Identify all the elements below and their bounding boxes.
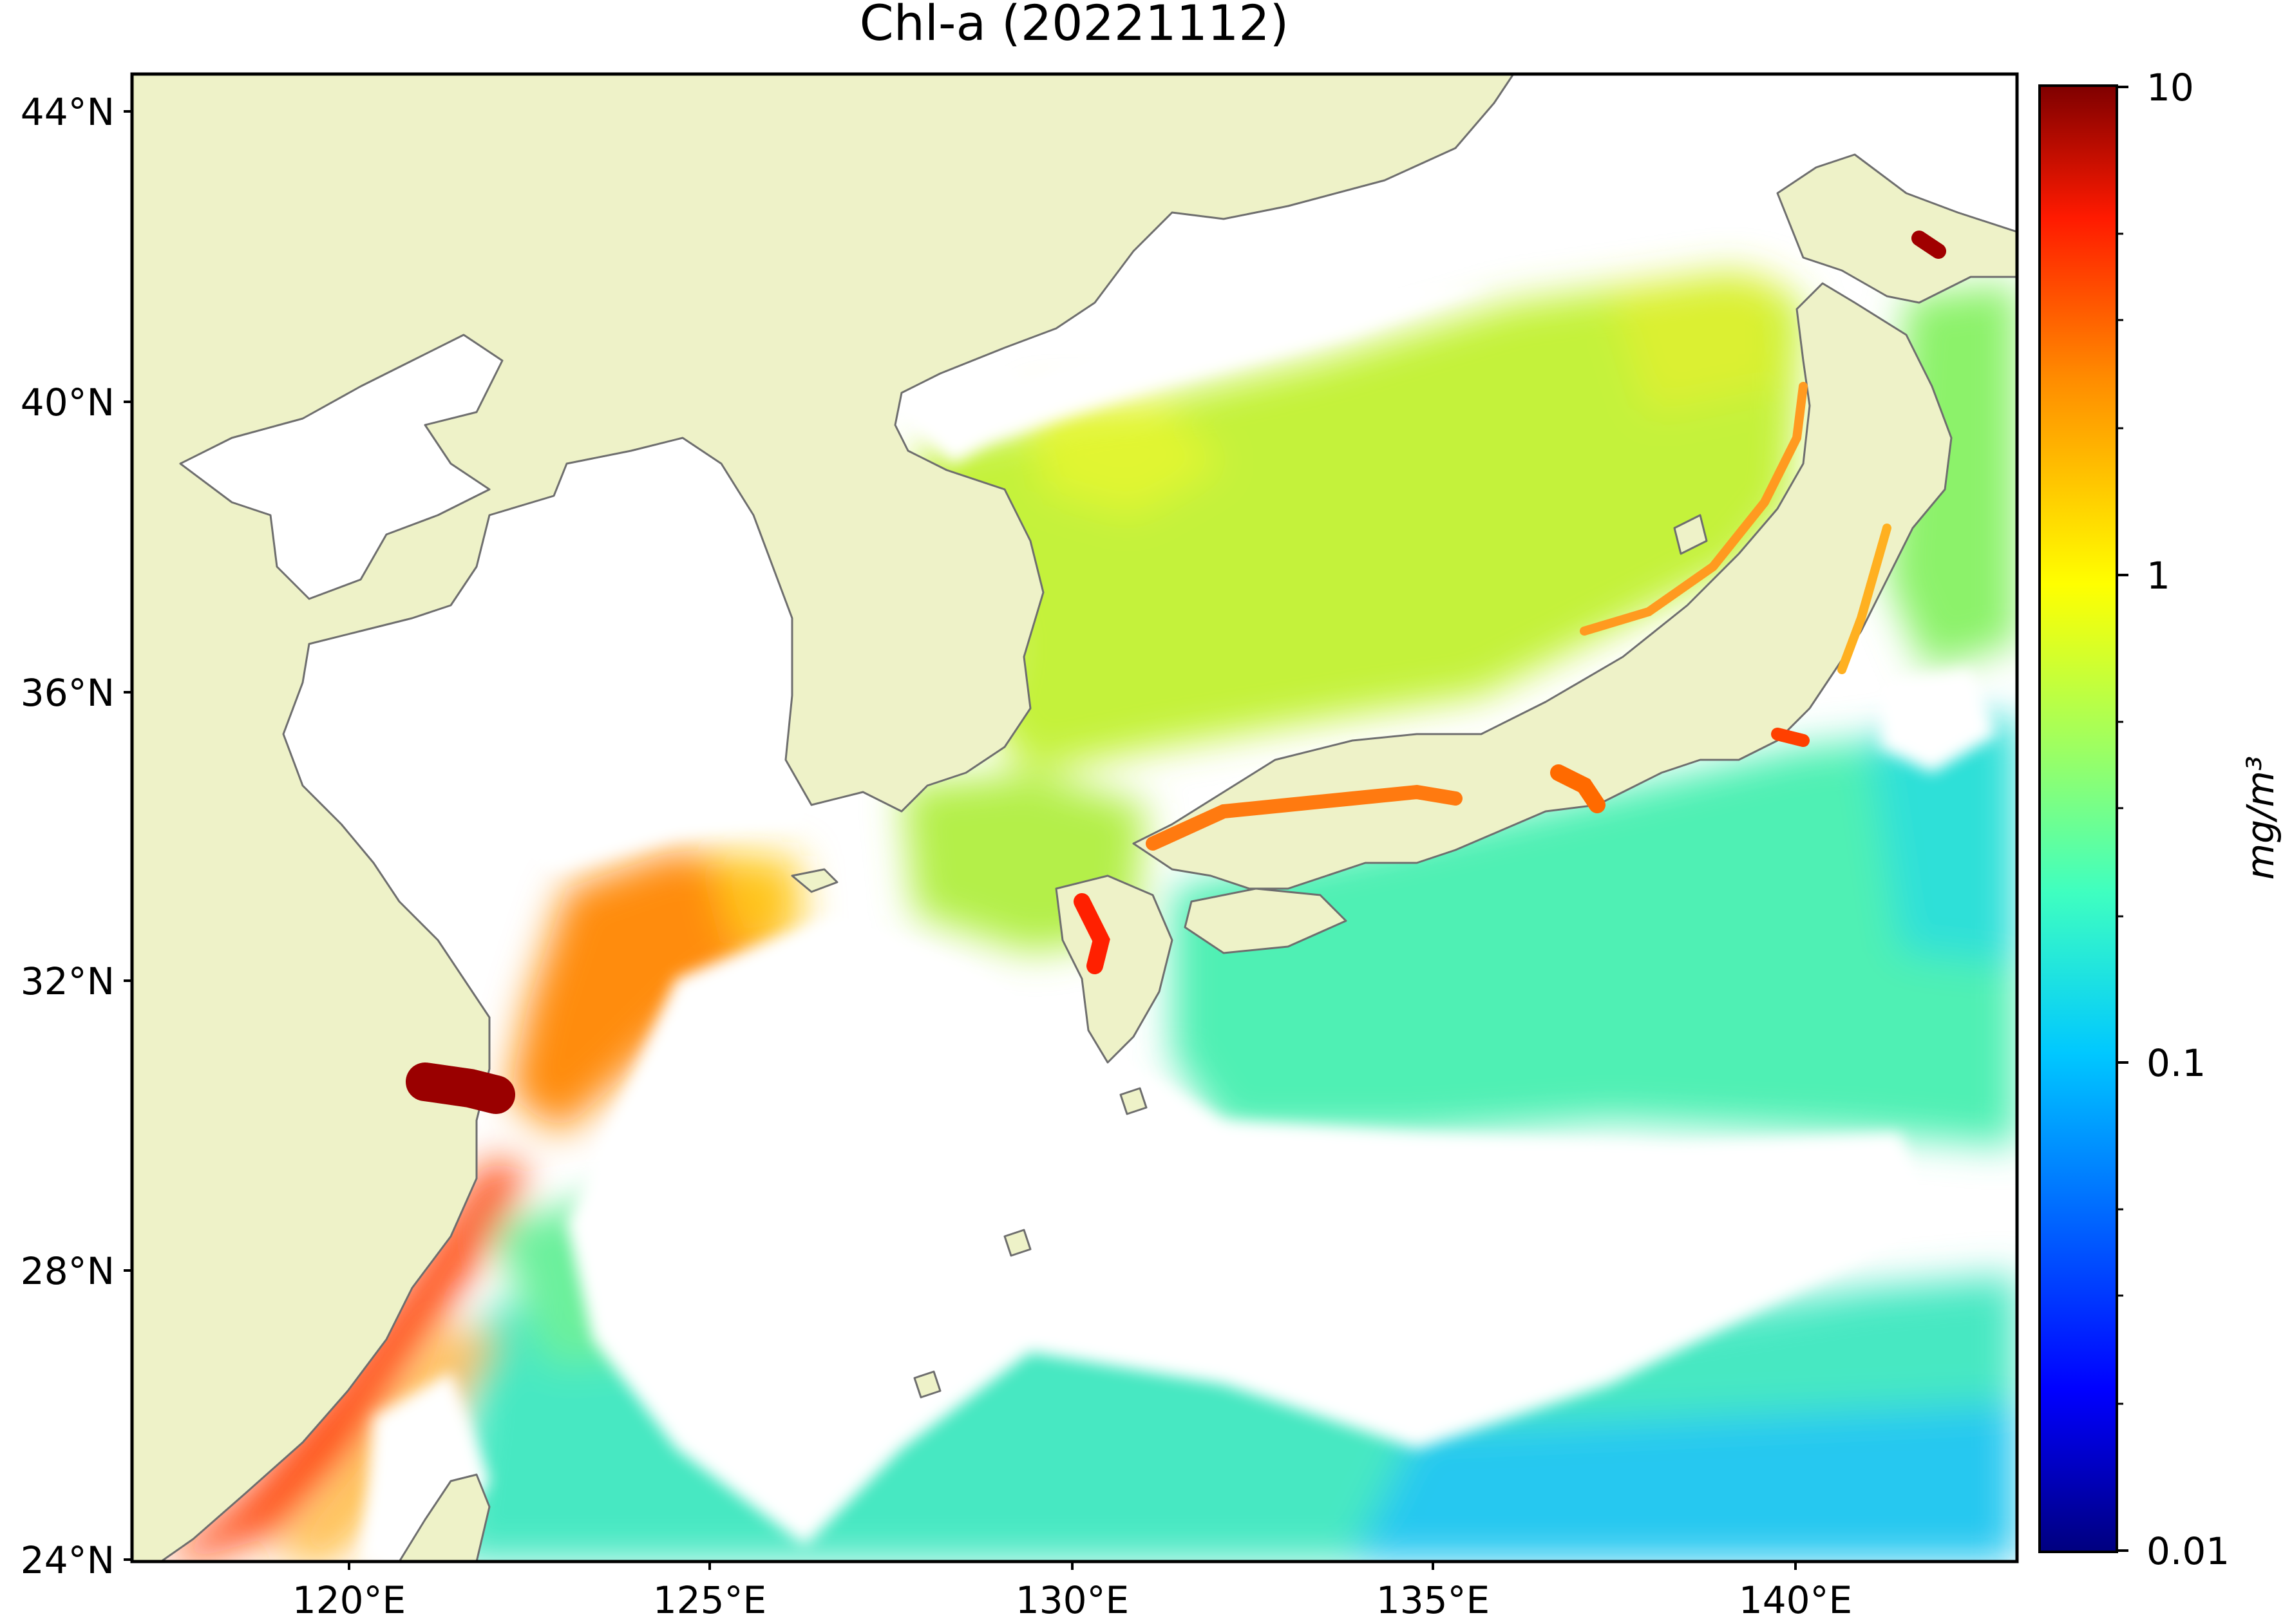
land-sado: [1673, 514, 1708, 555]
bloom-tokyo-bay: [1771, 728, 1810, 747]
land-asia-mainland: [132, 74, 1515, 1562]
bloom-ariake-sea: [1074, 893, 1110, 974]
cloud-mask-layer: [361, 283, 1996, 1562]
map-panel: [132, 74, 2017, 1562]
land-shikoku: [1184, 887, 1347, 954]
lat-label-32n: 32°N: [21, 959, 115, 1003]
cloud-pacific-east-patch: [1880, 670, 1996, 773]
map-frame: [130, 72, 2019, 1563]
bloom-seto-inland-sea: [1146, 784, 1463, 851]
bloom-hangzhou-bay: [406, 1062, 515, 1114]
cloud-east-sea-north: [902, 283, 1494, 451]
land-honshu: [1132, 282, 1953, 890]
colorbar-tick-10: 10: [2146, 66, 2194, 109]
chl-east-sea: [914, 270, 1803, 773]
lat-axis: [124, 110, 132, 1561]
land-hokkaido: [1776, 153, 2017, 304]
cloud-yellow-sea: [399, 502, 805, 869]
lat-label-36n: 36°N: [21, 671, 115, 715]
colorbar-tick-1: 1: [2146, 554, 2170, 598]
bloom-hokkaido-bay: [1911, 231, 1946, 259]
land-jeju: [791, 868, 838, 893]
colorbar-unit-label: mg/m³: [2239, 756, 2282, 880]
colorbar-tick-0-01: 0.01: [2146, 1529, 2230, 1573]
lat-label-24n: 24°N: [21, 1538, 115, 1582]
lat-label-40n: 40°N: [21, 381, 115, 424]
chl-pacific-east: [1868, 715, 2017, 966]
lon-label-130e: 130°E: [1016, 1578, 1129, 1622]
chl-east-sea-north: [1610, 277, 1777, 412]
bloom-ise-bay: [1550, 764, 1606, 813]
colorbar-tick-0-1: 0.1: [2146, 1041, 2206, 1085]
lon-label-135e: 135°E: [1376, 1578, 1490, 1622]
chl-east-sea-warm: [1030, 399, 1224, 515]
chl-yangtze-plume: [509, 850, 792, 1133]
lon-label-120e: 120°E: [292, 1578, 406, 1622]
land-taiwan: [398, 1473, 491, 1562]
colorbar-ticks: [2117, 86, 2128, 1552]
water-bohai-sea: [179, 334, 504, 600]
lon-label-125e: 125°E: [653, 1578, 766, 1622]
land-ryukyu-1: [1003, 1229, 1032, 1257]
lon-label-140e: 140°E: [1739, 1578, 1852, 1622]
colorbar: 10 1 0.1 0.01 mg/m³: [2038, 66, 2282, 1573]
cloud-east-china-sea: [567, 914, 1932, 1545]
lon-axis: [348, 1562, 1797, 1570]
coastal-bloom-layer: [406, 231, 1946, 1114]
land-ryukyu-3: [1119, 1087, 1148, 1115]
chl-pacific-south-japan: [1172, 728, 2017, 1146]
colorbar-minor-ticks: [2117, 232, 2123, 1405]
bloom-tohoku-coast: [1837, 524, 1891, 674]
colorbar-gradient: [2038, 84, 2118, 1553]
lat-label-28n: 28°N: [21, 1249, 115, 1293]
chl-yangtze-plume-yellow: [708, 850, 805, 947]
chl-south-band-blue: [1352, 1404, 2017, 1562]
bloom-honshu-north-coast: [1580, 382, 1808, 636]
cloud-north-korea-coast: [889, 361, 1043, 464]
map-title: Chl-a (20221112): [860, 0, 1289, 52]
chl-fujian-coast: [161, 1159, 528, 1562]
land-ryukyu-2: [913, 1370, 942, 1399]
lat-label-44n: 44°N: [21, 90, 115, 134]
